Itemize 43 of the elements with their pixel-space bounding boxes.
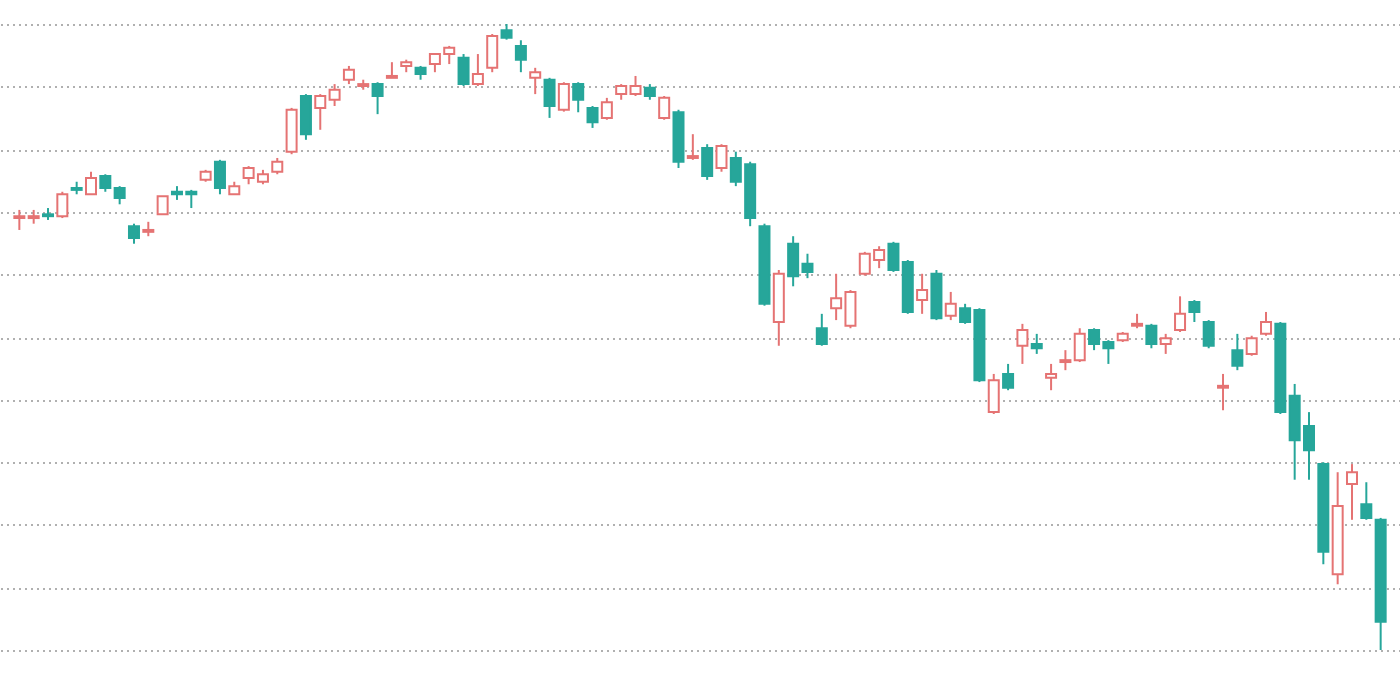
candlestick (715, 143, 728, 173)
candlestick (1174, 295, 1187, 333)
candlestick (529, 66, 542, 96)
candlestick (514, 39, 527, 74)
candlestick (1346, 463, 1358, 521)
candlestick (916, 272, 929, 315)
candlestick (987, 372, 1000, 415)
candlestick (285, 106, 298, 156)
candlestick (1188, 299, 1201, 323)
candlestick (1002, 362, 1015, 392)
candlestick (1260, 310, 1273, 337)
candlestick (56, 190, 69, 220)
candlestick (1231, 332, 1244, 372)
candlestick (658, 94, 671, 121)
candlestick (1202, 319, 1215, 350)
candlestick (1145, 322, 1158, 350)
candlestick (572, 81, 585, 114)
candlestick (815, 312, 828, 347)
candlestick (543, 76, 556, 119)
candlestick (299, 93, 312, 141)
candlestick (457, 53, 470, 87)
candlestick (944, 290, 957, 322)
candlestick (371, 81, 384, 116)
candlestick (127, 222, 140, 245)
candlestick (1016, 322, 1029, 365)
candlestick (486, 33, 499, 74)
candlestick (600, 96, 613, 121)
candlestick (1045, 362, 1058, 392)
candlestick (1217, 372, 1230, 412)
candlestick (701, 143, 714, 181)
candlestick (586, 105, 599, 129)
candlestick (930, 269, 943, 322)
candlestick (1159, 332, 1172, 355)
candlestick (213, 158, 226, 196)
candlestick (471, 53, 484, 87)
candlestick (156, 195, 169, 216)
candlestick (557, 81, 570, 113)
candlestick (84, 170, 97, 196)
candlestick (342, 64, 355, 86)
candlestick (1360, 481, 1373, 521)
candlestick (686, 133, 699, 161)
candlestick (1245, 334, 1258, 357)
candlestick (1030, 332, 1043, 355)
